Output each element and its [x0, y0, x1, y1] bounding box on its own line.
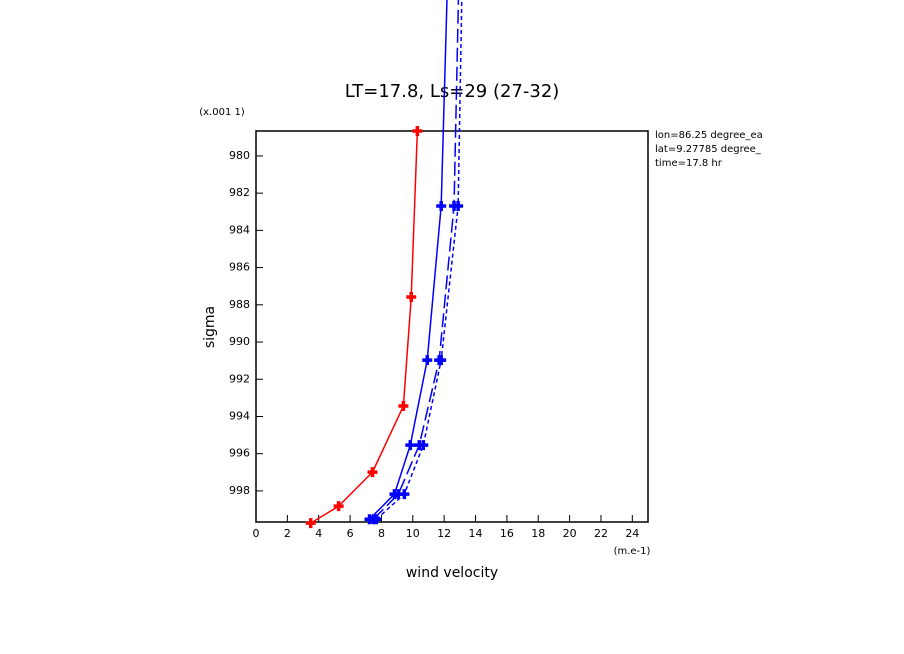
point-marker — [418, 440, 429, 451]
point-marker — [412, 126, 423, 136]
point-marker — [406, 292, 417, 303]
x-tick-label: 18 — [531, 527, 545, 540]
x-tick-label: 12 — [437, 527, 451, 540]
y-tick-label: 994 — [229, 409, 250, 422]
point-marker — [305, 518, 316, 529]
point-marker — [422, 355, 433, 366]
x-axis-label: wind velocity — [406, 565, 498, 581]
point-marker — [399, 489, 410, 500]
y-tick-label: 998 — [229, 484, 250, 497]
y-tick-label: 988 — [229, 298, 250, 311]
x-units: (m.e-1) — [614, 546, 651, 557]
x-tick-label: 6 — [347, 527, 354, 540]
series-line — [368, 0, 448, 520]
y-tick-label: 980 — [229, 149, 250, 162]
annotation: lat=9.27785 degree_ — [655, 144, 762, 155]
y-tick-label: 984 — [229, 223, 250, 236]
plot-frame — [255, 130, 649, 523]
x-tick-label: 14 — [469, 527, 483, 540]
x-tick-label: 24 — [625, 527, 639, 540]
y-tick-label: 986 — [229, 261, 250, 274]
y-tick-label: 992 — [229, 372, 250, 385]
series-line — [372, 0, 460, 520]
point-marker — [436, 355, 447, 366]
point-marker — [453, 200, 464, 211]
x-tick-label: 4 — [315, 527, 322, 540]
x-tick-label: 20 — [563, 527, 577, 540]
series-line — [310, 130, 419, 524]
x-tick-label: 16 — [500, 527, 514, 540]
x-tick-label: 10 — [406, 527, 420, 540]
point-marker — [367, 467, 378, 478]
point-marker — [398, 401, 409, 412]
x-tick-label: 22 — [594, 527, 608, 540]
y-tick-label: 982 — [229, 186, 250, 199]
y-tick-label: 996 — [229, 447, 250, 460]
point-marker — [371, 514, 382, 525]
point-marker — [436, 200, 447, 211]
x-tick-label: 0 — [253, 527, 260, 540]
series-line — [375, 0, 463, 520]
x-tick-label: 2 — [284, 527, 291, 540]
point-marker — [333, 501, 344, 512]
y-units: (x.001 1) — [199, 107, 245, 118]
y-tick-label: 990 — [229, 335, 250, 348]
chart-title: LT=17.8, Ls=29 (27-32) — [345, 81, 560, 102]
x-tick-label: 8 — [378, 527, 385, 540]
annotation: time=17.8 hr — [655, 158, 723, 169]
point-marker — [405, 440, 416, 451]
annotation: lon=86.25 degree_ea — [655, 130, 763, 141]
y-axis-label: sigma — [202, 306, 218, 348]
